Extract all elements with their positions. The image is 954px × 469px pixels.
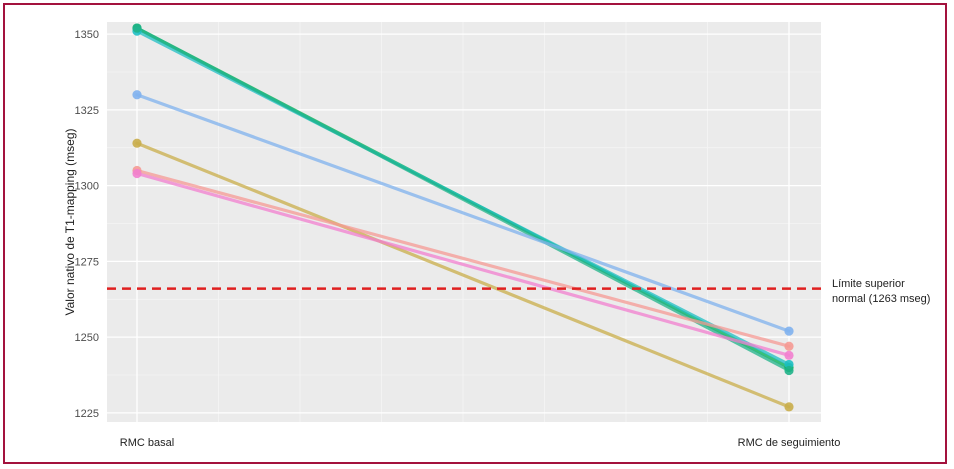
data-point [784, 341, 794, 351]
major-gridlines-y [107, 33, 821, 414]
data-point [784, 402, 794, 412]
plot-panel [107, 22, 821, 422]
reference-line-label: Límite superior [832, 278, 905, 290]
series-points [132, 23, 794, 412]
series-line [135, 93, 791, 333]
y-tick-label: 1275 [75, 256, 99, 268]
series-line [135, 168, 791, 348]
y-axis-title: Valor nativo de T1-mapping (mseg) [63, 129, 77, 316]
data-point [132, 168, 142, 179]
y-tick-label: 1250 [75, 332, 99, 344]
minor-gridlines-x [218, 22, 708, 422]
y-tick-label: 1350 [75, 29, 99, 41]
series-line [135, 26, 791, 373]
x-category-label: RMC de seguimiento [738, 437, 841, 449]
y-tick-label: 1325 [75, 105, 99, 117]
series-line [135, 171, 791, 357]
data-point [784, 350, 794, 360]
series-line [135, 141, 791, 409]
data-point [132, 90, 142, 100]
data-point [132, 23, 142, 33]
x-category-label: RMC basal [120, 437, 174, 449]
reference-line-label: normal (1263 mseg) [832, 293, 930, 305]
data-point [784, 365, 794, 376]
data-point [132, 138, 142, 148]
series-lines [135, 26, 791, 409]
y-tick-labels: 1225 1250 1275 1300 1325 1350 [75, 29, 99, 420]
y-tick-label: 1225 [75, 408, 99, 420]
y-tick-label: 1300 [75, 181, 99, 193]
data-point [784, 326, 794, 336]
